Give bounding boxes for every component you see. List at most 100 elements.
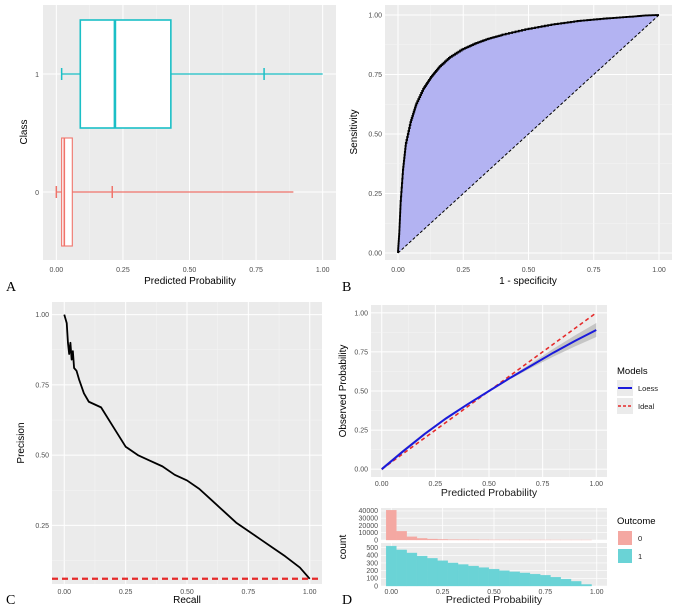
panel-a-x-tick-label: 0.25 [116, 267, 130, 274]
histogram-x-tick-label: 0.75 [539, 589, 553, 596]
panel-d: 0.00 0.25 0.50 0.75 1.00 0.00 0.25 0.50 0.75 1.0… [338, 305, 658, 608]
panel-d-x-tick-label: 1.00 [589, 481, 603, 488]
histogram-x-tick-label: 1.00 [590, 589, 604, 596]
panel-b: 0.00 0.25 0.50 0.75 1.00 0.00 0.25 0.50 0.75 1.0… [342, 5, 672, 295]
panel-b-y-tick-label: 0.25 [368, 191, 382, 198]
hist-0-y-tick-label: 40000 [359, 508, 379, 515]
panel-d-grid [371, 305, 607, 477]
hist-0-bar [427, 538, 438, 541]
panel-c-x-tick-label: 0.00 [57, 589, 71, 596]
hist-1-bar [427, 558, 438, 587]
panel-c-y-ticks: 0.25 0.50 0.75 1.00 [35, 312, 49, 530]
panel-c-y-tick-label: 0.25 [35, 523, 49, 530]
hist-1-y-tick-label: 0 [374, 583, 378, 590]
box-0-iqr [61, 137, 73, 247]
panel-c: 0.00 0.25 0.50 0.75 1.00 0.25 0.50 0.75 1.00 Re… [6, 302, 322, 608]
hist-0-bar [416, 538, 428, 541]
panel-b-x-tick-label: 0.00 [391, 267, 405, 274]
panel-b-x-ticks: 0.00 0.25 0.50 0.75 1.00 [391, 267, 666, 274]
hist-0-bar [385, 510, 397, 541]
panel-a-x-axis-label: Predicted Probability [144, 276, 236, 287]
hist-1-y-tick-label: 300 [366, 560, 378, 567]
panel-a-marks [55, 19, 323, 247]
hist-1-bar [581, 584, 592, 587]
hist-1-bar [519, 572, 531, 587]
panel-c-x-ticks: 0.00 0.25 0.50 0.75 1.00 [57, 589, 316, 596]
panel-b-y-axis-label: Sensitivity [349, 109, 360, 154]
panel-d-y-tick-label: 1.00 [354, 310, 368, 317]
roc-reference-line [397, 14, 660, 254]
panel-a-label: A [6, 280, 17, 295]
panel-c-x-tick-label: 1.00 [303, 589, 317, 596]
hist-1-bar [570, 581, 582, 587]
panel-c-y-tick-label: 0.75 [35, 382, 49, 389]
panel-d-y-ticks: 0.00 0.25 0.50 0.75 1.00 [354, 310, 368, 473]
hist-0-bar [437, 539, 448, 541]
hist-1-bar [396, 549, 407, 587]
loess-line [381, 329, 597, 470]
panel-a-x-tick-label: 0.00 [50, 267, 64, 274]
ideal-line [381, 312, 597, 470]
histogram-bars [385, 510, 592, 587]
panel-a-x-tick-label: 0.50 [183, 267, 197, 274]
hist-1-bar [468, 565, 479, 587]
panel-d-x-tick-label: 0.50 [482, 481, 496, 488]
legend-key-outcome-0 [618, 531, 632, 545]
panel-a-y-ticks: 1 0 [35, 72, 39, 197]
hist-1-bar [509, 571, 520, 587]
hist-0-y-tick-label: 10000 [359, 530, 379, 537]
panel-d-y-tick-label: 0.25 [354, 428, 368, 435]
panel-d-y-tick-label: 0.75 [354, 349, 368, 356]
hist-1-y-tick-label: 100 [366, 576, 378, 583]
histogram-x-ticks: 0.00 0.25 0.50 0.75 1.00 [384, 589, 603, 596]
panel-c-x-axis-label: Recall [173, 595, 201, 606]
panel-b-x-tick-label: 0.50 [522, 267, 536, 274]
panel-c-marks [52, 314, 322, 580]
panel-a: 0.00 0.25 0.50 0.75 1.00 1 0 Predicted Proba… [6, 5, 336, 295]
panel-c-x-tick-label: 0.75 [242, 589, 256, 596]
hist-1-bar [447, 562, 459, 587]
models-legend: Models Loess Ideal [617, 366, 658, 414]
panel-d-x-tick-label: 0.75 [536, 481, 550, 488]
panel-b-y-tick-label: 0.75 [368, 72, 382, 79]
panel-c-x-tick-label: 0.25 [119, 589, 133, 596]
hist-0-bar [406, 536, 418, 541]
hist-1-bar [540, 575, 551, 587]
hist-1-y-tick-label: 500 [366, 545, 378, 552]
hist-1-y-tick-label: 200 [366, 568, 378, 575]
outcome-legend: Outcome 0 1 [617, 516, 656, 563]
panel-c-y-tick-label: 0.50 [35, 453, 49, 460]
histogram-x-tick-label: 0.50 [487, 589, 501, 596]
panel-d-y-axis-label: Observed Probability [338, 345, 349, 438]
hist-1-bar [406, 552, 418, 587]
histogram-x-tick-label: 0.25 [436, 589, 450, 596]
panel-b-y-tick-label: 0.00 [368, 251, 382, 258]
hist-1-bar [498, 570, 510, 587]
models-legend-title: Models [617, 366, 648, 377]
histogram-x-axis-label: Predicted Probability [446, 594, 543, 606]
panel-a-y-tick-1: 1 [35, 72, 39, 79]
hist-1-bar [560, 578, 572, 587]
panel-d-x-tick-label: 0.25 [429, 481, 443, 488]
box-1-iqr [79, 19, 172, 129]
hist-1-bar [437, 560, 448, 587]
hist-0-y-tick-label: 0 [374, 537, 378, 544]
panel-b-y-tick-label: 1.00 [368, 13, 382, 20]
hist-1-bar [416, 555, 428, 587]
legend-label-ideal: Ideal [638, 402, 655, 411]
panel-b-marks [397, 14, 660, 254]
panel-c-y-axis-label: Precision [16, 422, 27, 463]
roc-curve [397, 14, 659, 253]
panel-b-x-tick-label: 1.00 [652, 267, 666, 274]
legend-label-outcome-0: 0 [638, 534, 642, 543]
panel-b-x-tick-label: 0.75 [587, 267, 601, 274]
panel-b-x-axis-label: 1 - specificity [499, 276, 557, 287]
panel-a-x-tick-label: 0.75 [249, 267, 263, 274]
panel-d-x-tick-label: 0.00 [375, 481, 389, 488]
hist-1-bar [457, 564, 469, 587]
hist-1-y-tick-label: 400 [366, 553, 378, 560]
panel-b-y-ticks: 0.00 0.25 0.50 0.75 1.00 [368, 13, 382, 258]
panel-d-marks [381, 312, 597, 471]
